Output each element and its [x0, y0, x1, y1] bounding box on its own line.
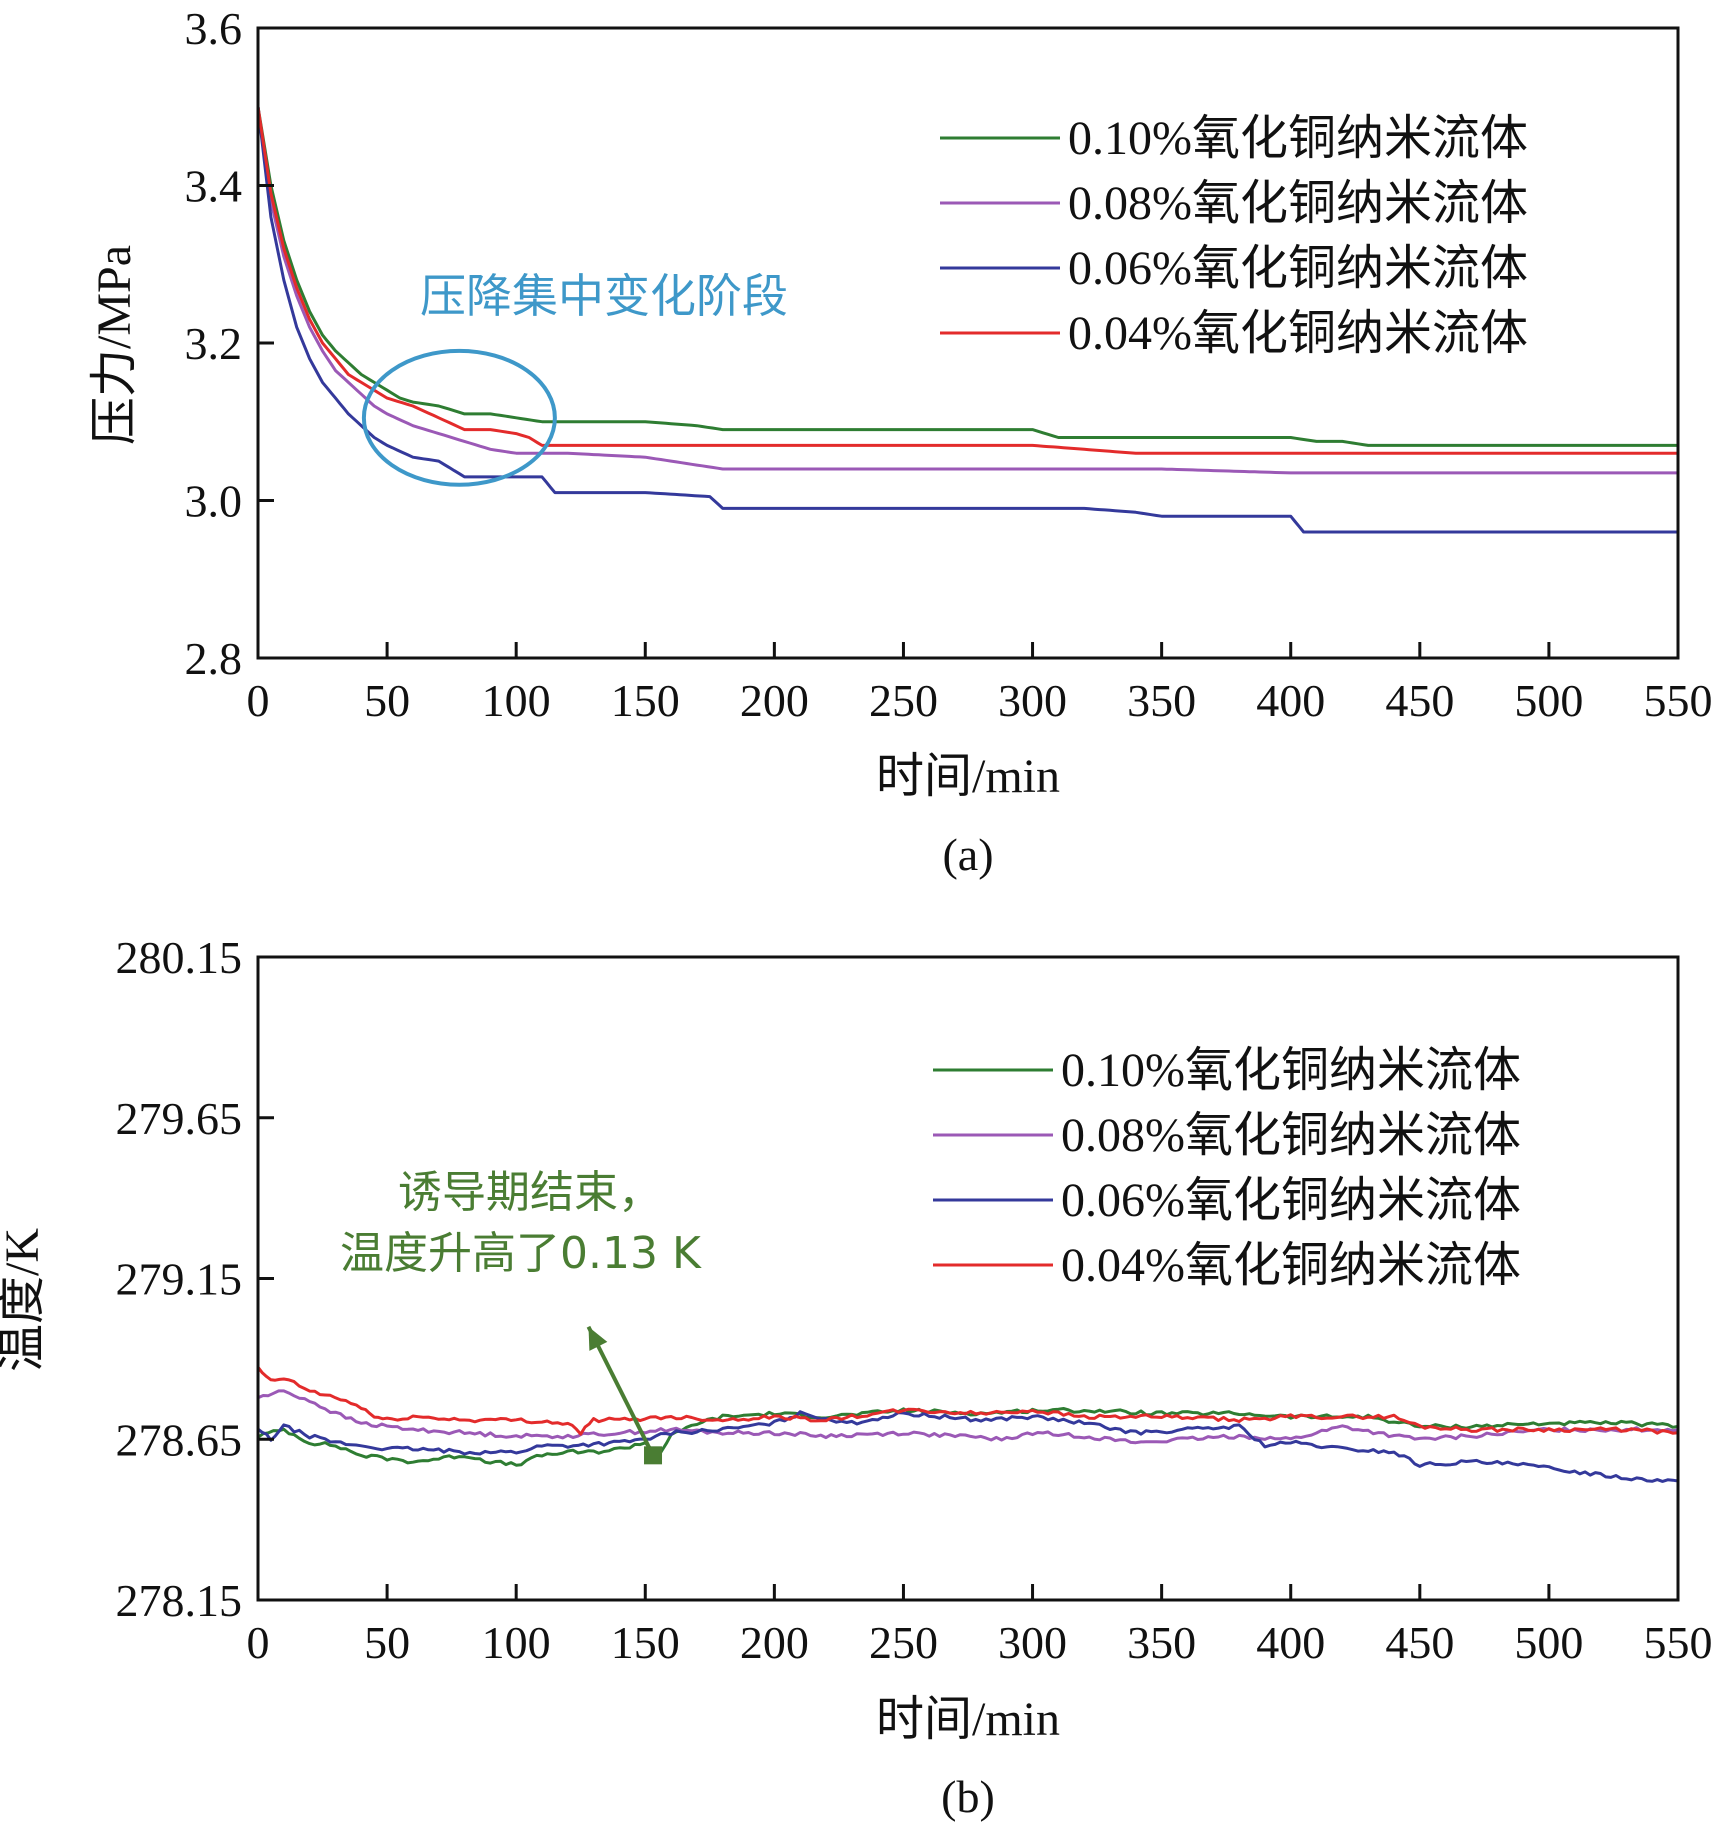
legend-label: 0.06%氧化铜纳米流体 [1068, 242, 1528, 295]
x-axis-title: 时间/min [876, 1693, 1060, 1746]
x-tick-label: 250 [869, 1617, 938, 1668]
x-tick-label: 350 [1127, 1617, 1196, 1668]
legend-label: 0.06%氧化铜纳米流体 [1061, 1174, 1521, 1227]
y-tick-label: 278.15 [116, 1575, 243, 1626]
series-line-4 [256, 1366, 1679, 1436]
y-axis-title: 温度/K [0, 1228, 49, 1372]
x-tick-label: 50 [364, 1617, 410, 1668]
x-tick-label: 0 [247, 675, 270, 726]
y-tick-label: 278.65 [116, 1414, 243, 1465]
x-tick-label: 100 [482, 1617, 551, 1668]
legend-label: 0.10%氧化铜纳米流体 [1068, 112, 1528, 165]
arrow-head [588, 1326, 608, 1351]
chart-temperature: 0 50 100 150 200 250 300 350 400 450 500 550 278.15… [0, 932, 1713, 1822]
x-tick-label: 350 [1127, 675, 1196, 726]
series-line-2 [257, 1389, 1679, 1445]
x-tick-label: 0 [247, 1617, 270, 1668]
series-line-2 [256, 106, 1678, 475]
y-tick-label: 3.0 [185, 476, 243, 527]
pressure-drop-stage-annotation: 压降集中变化阶段 [420, 269, 788, 323]
legend-label: 0.04%氧化铜纳米流体 [1068, 307, 1528, 360]
x-tick-label: 150 [611, 1617, 680, 1668]
y-axis-title: 压力/MPa [88, 245, 141, 445]
legend: 0.10%氧化铜纳米流体 0.08%氧化铜纳米流体 0.06%氧化铜纳米流体 0.04… [933, 1044, 1521, 1292]
x-tick-label: 50 [364, 675, 410, 726]
x-tick-label: 500 [1514, 675, 1583, 726]
legend-label: 0.04%氧化铜纳米流体 [1061, 1239, 1521, 1292]
x-tick-label: 450 [1385, 675, 1454, 726]
panel-label: (b) [941, 1771, 995, 1822]
x-tick-label: 150 [611, 675, 680, 726]
y-tick-label: 3.2 [185, 318, 243, 369]
legend: 0.10%氧化铜纳米流体 0.08%氧化铜纳米流体 0.06%氧化铜纳米流体 0.04… [940, 112, 1528, 360]
y-tick-label: 3.4 [185, 161, 243, 212]
x-tick-label: 550 [1644, 675, 1713, 726]
y-tick-label: 279.65 [116, 1093, 243, 1144]
x-tick-label: 300 [998, 1617, 1067, 1668]
induction-end-annotation-line2: 温度升高了0.13 K [340, 1228, 702, 1279]
induction-end-annotation-line1: 诱导期结束， [398, 1167, 662, 1218]
y-tick-label: 280.15 [116, 932, 243, 983]
x-tick-label: 300 [998, 675, 1067, 726]
series-line-4 [256, 106, 1678, 455]
x-tick-label: 200 [740, 1617, 809, 1668]
x-tick-label: 450 [1385, 1617, 1454, 1668]
chart-pressure: 0 50 100 150 200 250 300 350 400 450 500 550 2.8 3.0… [88, 3, 1713, 880]
y-tick-label: 2.8 [185, 633, 243, 684]
x-tick-label: 250 [869, 675, 938, 726]
y-tick-label: 279.15 [116, 1254, 243, 1305]
stage-highlight-ellipse [361, 348, 557, 487]
series-line-3 [257, 1410, 1679, 1483]
y-tick-label: 3.6 [185, 3, 243, 54]
x-tick-label: 400 [1256, 675, 1325, 726]
legend-label: 0.08%氧化铜纳米流体 [1061, 1109, 1521, 1162]
x-tick-label: 200 [740, 675, 809, 726]
series-line-1 [256, 106, 1678, 447]
legend-label: 0.10%氧化铜纳米流体 [1061, 1044, 1521, 1097]
x-axis-title: 时间/min [876, 750, 1060, 803]
induction-end-arrow [586, 1325, 655, 1457]
series-line-3 [256, 106, 1678, 534]
x-tick-label: 400 [1256, 1617, 1325, 1668]
legend-label: 0.08%氧化铜纳米流体 [1068, 177, 1528, 230]
x-tick-label: 100 [482, 675, 551, 726]
x-tick-label: 500 [1514, 1617, 1583, 1668]
induction-end-marker [644, 1446, 663, 1465]
x-tick-label: 550 [1644, 1617, 1713, 1668]
panel-label: (a) [942, 829, 993, 880]
